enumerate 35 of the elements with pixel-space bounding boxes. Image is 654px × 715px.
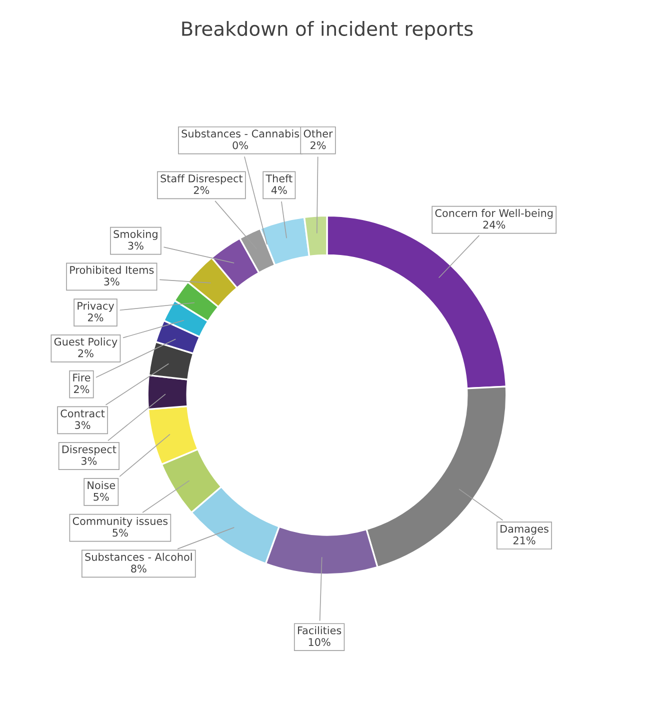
data-label: 2% [88, 314, 104, 322]
slice-label: Noise [88, 481, 116, 490]
data-label: 3% [75, 421, 90, 430]
slice-label: Contract [60, 409, 105, 418]
slice-label: Theft [266, 174, 292, 182]
slice-label: Smoking [114, 230, 158, 240]
data-label: 24% [483, 220, 506, 229]
text: 0% [232, 141, 248, 150]
data-label: 21% [513, 536, 536, 544]
slice-label: Prohibited Items [70, 266, 154, 274]
data-label: 10% [308, 638, 330, 646]
slice-label: Damages [500, 524, 548, 535]
data-label: 3% [104, 278, 120, 286]
slice-label: Other [304, 129, 333, 138]
slice-label: Concern for Well-being [435, 208, 553, 220]
data-label: 2% [74, 385, 90, 394]
data-label: 5% [112, 528, 128, 537]
data-label: 3% [81, 457, 97, 465]
category-label: Substances - Cannabis [182, 129, 300, 138]
data-label: 4% [271, 186, 287, 194]
slice-label: Privacy [78, 302, 114, 312]
data-label: 2% [194, 186, 210, 194]
data-label: 8% [131, 564, 146, 573]
data-label: 5% [94, 492, 109, 501]
slice-label: Fire [73, 373, 90, 382]
slice-label: Staff Disrespect [160, 174, 243, 184]
data-label: 2% [78, 349, 94, 358]
data-label: 3% [128, 242, 144, 250]
data-label: 2% [310, 141, 326, 150]
slice-label: Community issues [72, 516, 168, 528]
slice-label: Disrespect [62, 445, 116, 456]
slice-label: Facilities [298, 626, 342, 634]
slice-label: Substances - Alcohol [85, 552, 192, 561]
slice-label: Guest Policy [54, 338, 118, 348]
chart-title: Breakdown of incident reports [182, 20, 473, 40]
